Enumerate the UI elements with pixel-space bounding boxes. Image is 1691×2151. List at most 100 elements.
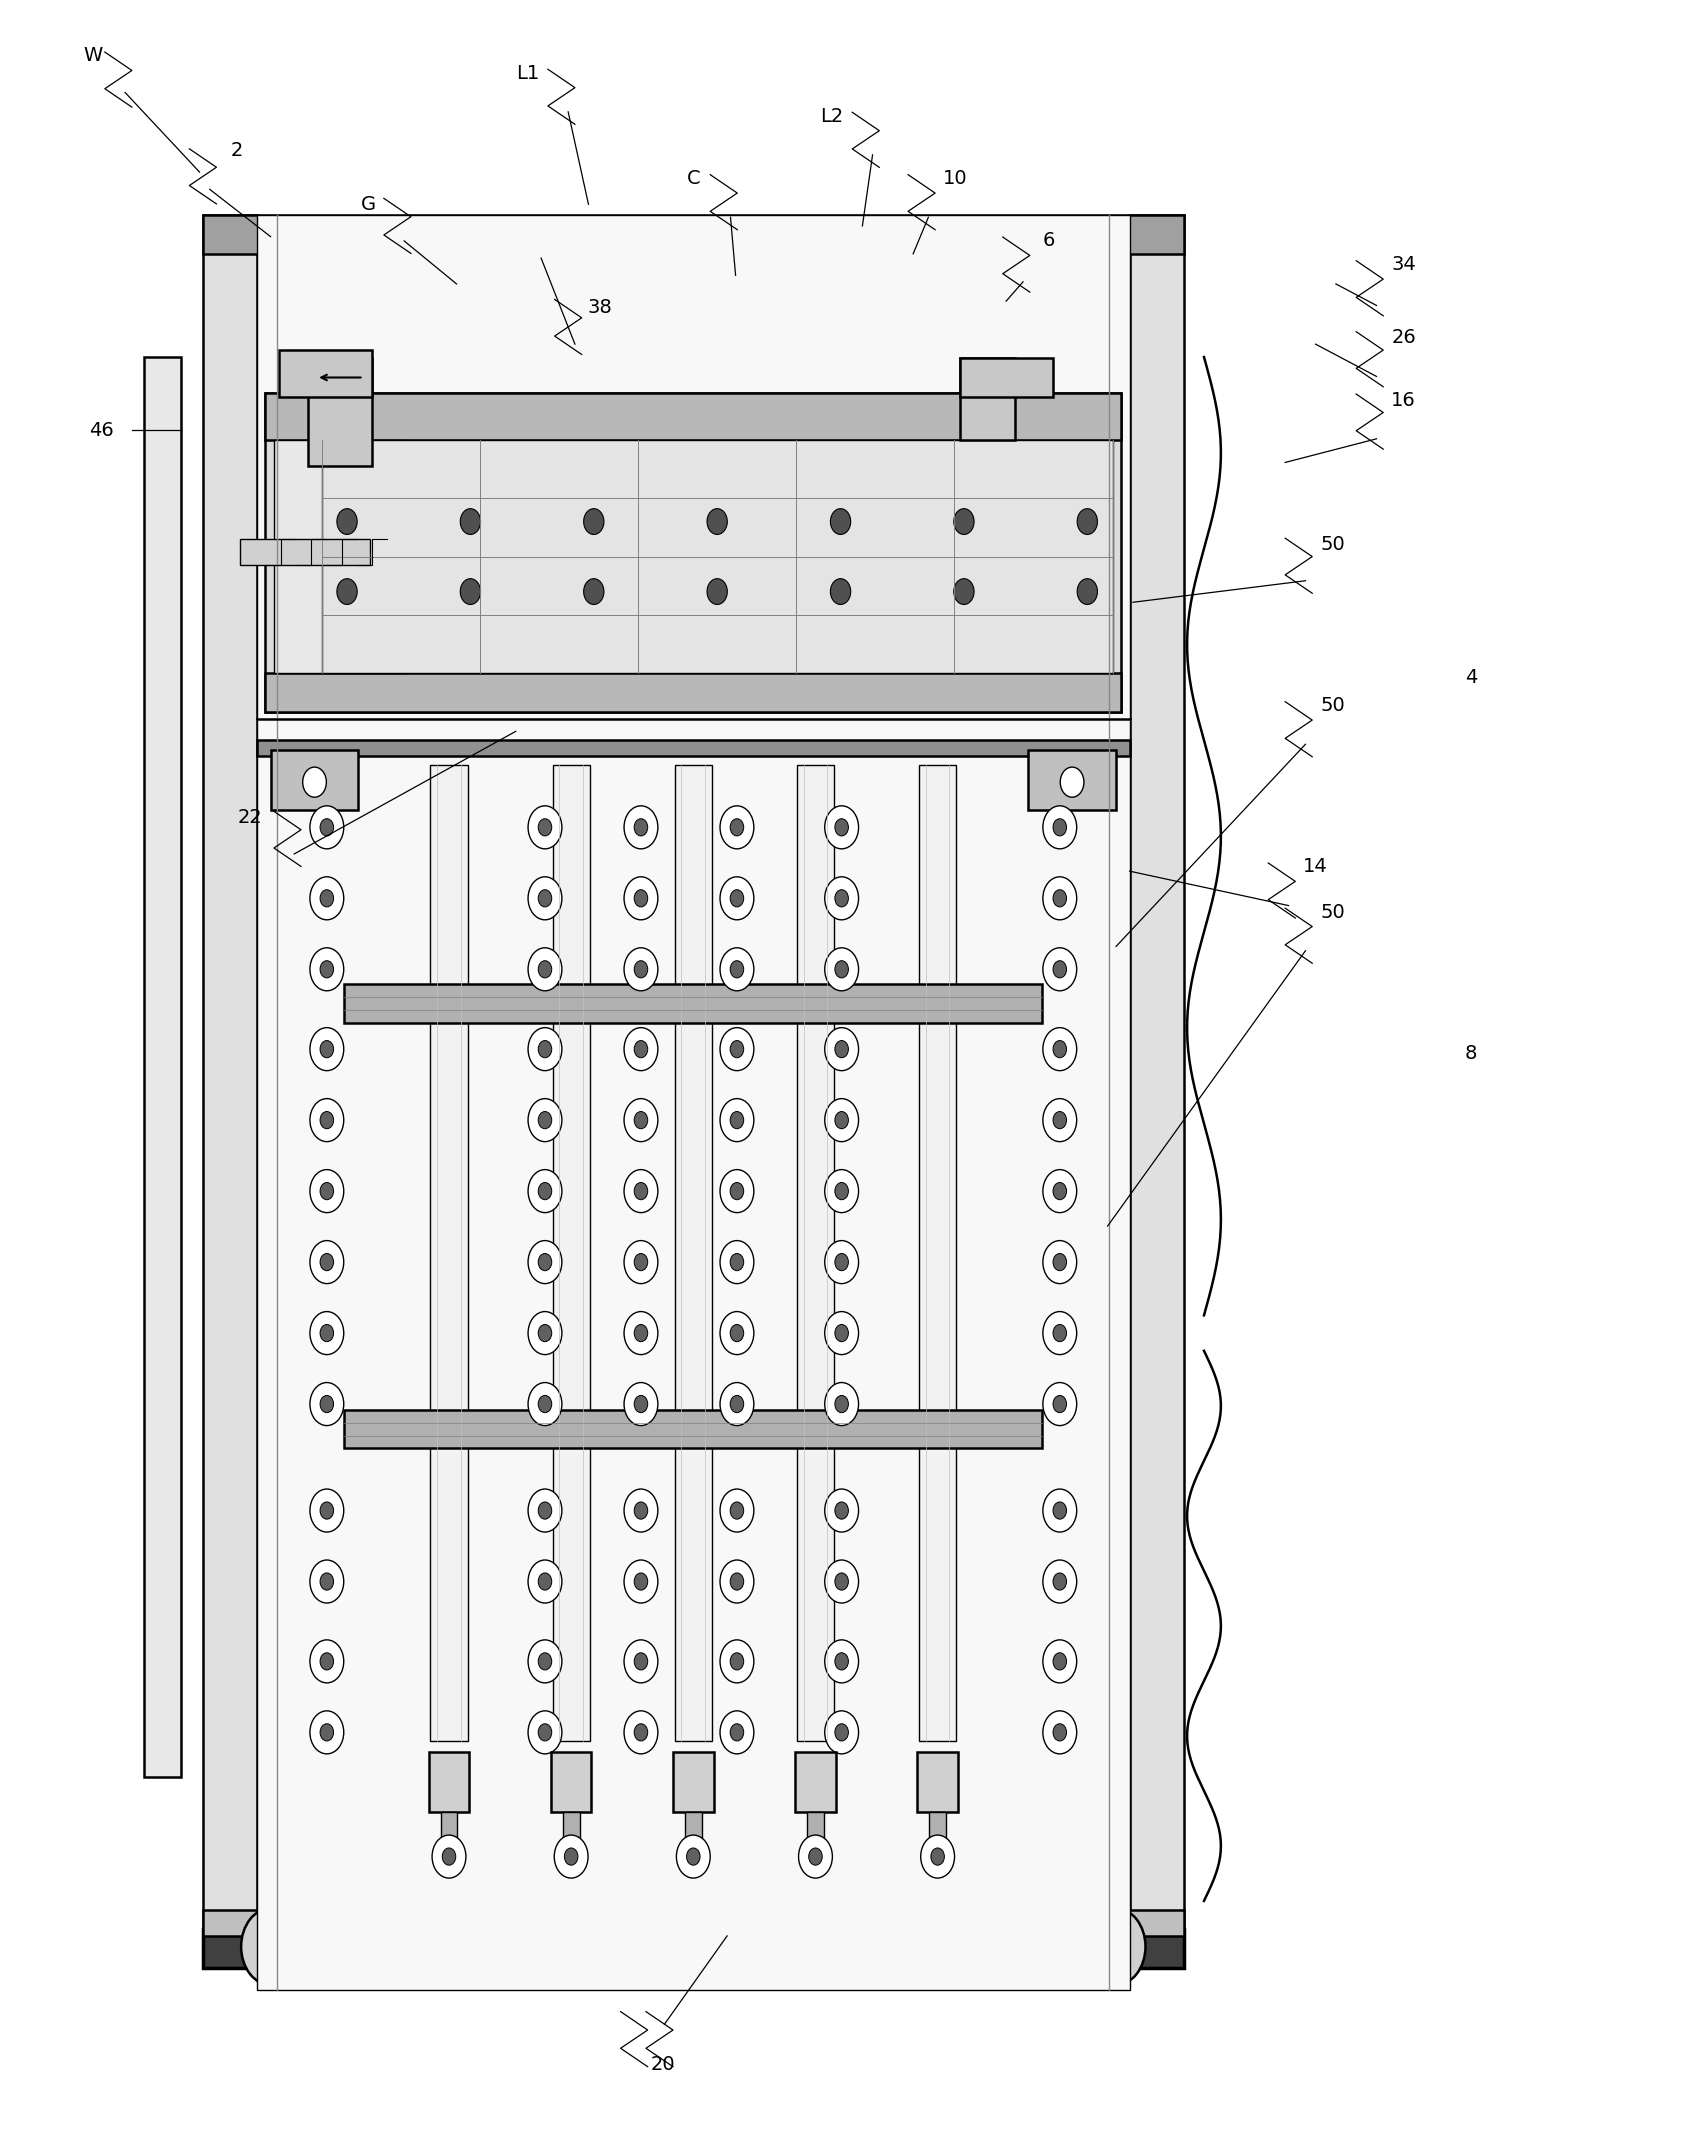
Circle shape (720, 1170, 754, 1213)
Text: 50: 50 (1321, 536, 1344, 553)
Bar (203, 215, 1184, 254)
Circle shape (624, 949, 658, 992)
Circle shape (1043, 878, 1077, 921)
Bar (274, 441, 404, 673)
Circle shape (538, 1112, 551, 1129)
Circle shape (528, 1559, 561, 1602)
Circle shape (731, 1325, 744, 1342)
Circle shape (538, 1652, 551, 1669)
Circle shape (309, 1383, 343, 1426)
Circle shape (309, 807, 343, 850)
Circle shape (634, 1183, 648, 1200)
Circle shape (528, 1312, 561, 1355)
Circle shape (720, 878, 754, 921)
Circle shape (538, 1254, 551, 1271)
Text: 26: 26 (1392, 329, 1415, 346)
Text: 10: 10 (944, 170, 967, 187)
Circle shape (1043, 1312, 1077, 1355)
Bar (563, 1811, 580, 1850)
Circle shape (835, 961, 849, 979)
Circle shape (309, 1559, 343, 1602)
Circle shape (731, 891, 744, 908)
Circle shape (634, 1325, 648, 1342)
Circle shape (1053, 1112, 1067, 1129)
Circle shape (825, 1099, 859, 1142)
Circle shape (1053, 961, 1067, 979)
Circle shape (731, 1183, 744, 1200)
Circle shape (624, 1488, 658, 1532)
Circle shape (731, 1572, 744, 1590)
Circle shape (687, 1848, 700, 1865)
Circle shape (835, 1325, 849, 1342)
Circle shape (1043, 1241, 1077, 1284)
Circle shape (825, 1639, 859, 1682)
Bar (796, 766, 834, 1742)
Circle shape (825, 1383, 859, 1426)
Circle shape (731, 820, 744, 837)
Circle shape (1043, 1383, 1077, 1426)
Circle shape (528, 878, 561, 921)
Circle shape (825, 1241, 859, 1284)
Circle shape (303, 768, 326, 798)
Circle shape (320, 1254, 333, 1271)
Bar (345, 1409, 1042, 1448)
Circle shape (835, 1041, 849, 1058)
Circle shape (260, 1932, 284, 1962)
Circle shape (1043, 1170, 1077, 1213)
Circle shape (920, 1835, 954, 1878)
Circle shape (830, 579, 851, 604)
Circle shape (634, 820, 648, 837)
Bar (321, 441, 1113, 673)
Circle shape (528, 949, 561, 992)
Bar (240, 540, 370, 566)
Circle shape (1060, 768, 1084, 798)
Text: 16: 16 (1392, 391, 1415, 409)
Circle shape (720, 1241, 754, 1284)
Circle shape (731, 1112, 744, 1129)
Circle shape (835, 1723, 849, 1740)
Circle shape (634, 891, 648, 908)
Circle shape (634, 1041, 648, 1058)
Circle shape (528, 1099, 561, 1142)
Circle shape (538, 961, 551, 979)
Circle shape (835, 1501, 849, 1519)
Circle shape (460, 508, 480, 533)
Circle shape (1077, 508, 1097, 533)
Circle shape (798, 1835, 832, 1878)
Circle shape (835, 891, 849, 908)
Bar (430, 1751, 470, 1811)
Circle shape (835, 1183, 849, 1200)
Circle shape (835, 820, 849, 837)
Text: 20: 20 (651, 2056, 675, 2074)
Circle shape (634, 1572, 648, 1590)
Circle shape (1053, 1041, 1067, 1058)
Circle shape (930, 1848, 944, 1865)
Circle shape (320, 1396, 333, 1413)
Circle shape (676, 1835, 710, 1878)
Text: 22: 22 (238, 809, 262, 826)
Circle shape (825, 1312, 859, 1355)
Bar (203, 1929, 1184, 1968)
Circle shape (309, 1312, 343, 1355)
Text: G: G (362, 196, 375, 213)
Circle shape (583, 579, 604, 604)
Circle shape (731, 1396, 744, 1413)
Circle shape (1043, 1488, 1077, 1532)
Circle shape (443, 1848, 457, 1865)
Circle shape (320, 1183, 333, 1200)
Circle shape (1053, 891, 1067, 908)
Circle shape (460, 579, 480, 604)
Bar (265, 673, 1121, 712)
Circle shape (528, 1710, 561, 1753)
Circle shape (320, 1572, 333, 1590)
Circle shape (731, 1254, 744, 1271)
Circle shape (433, 1835, 467, 1878)
Circle shape (583, 508, 604, 533)
Circle shape (538, 1501, 551, 1519)
Circle shape (624, 1639, 658, 1682)
Circle shape (720, 949, 754, 992)
Text: 4: 4 (1464, 669, 1478, 686)
Bar (441, 1811, 458, 1850)
Circle shape (309, 1639, 343, 1682)
Text: 50: 50 (1321, 697, 1344, 714)
